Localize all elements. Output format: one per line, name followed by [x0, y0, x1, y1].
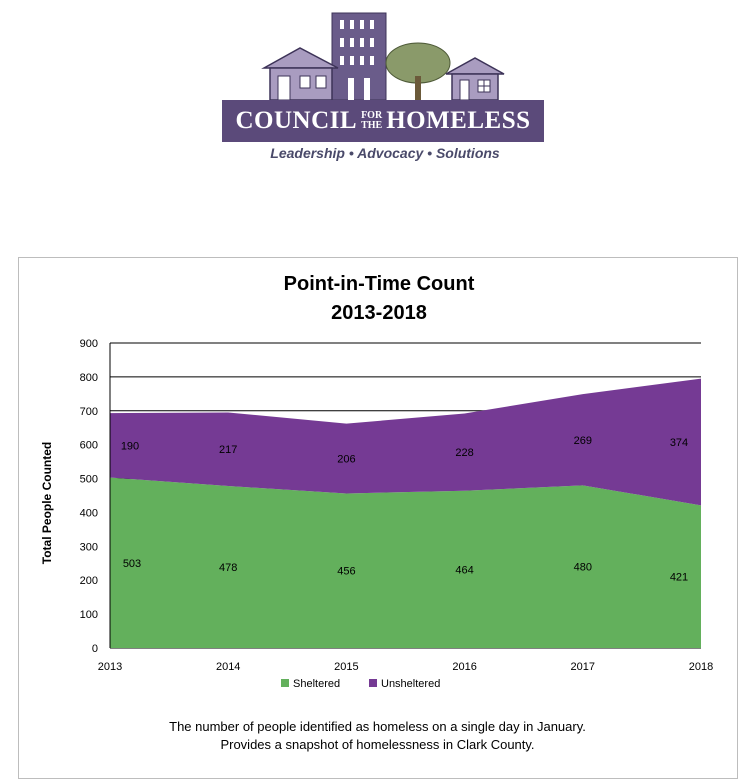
y-tick-label: 400 — [80, 507, 98, 519]
area-unsheltered — [110, 378, 701, 506]
x-tick-label: 2016 — [452, 661, 476, 673]
y-tick-label: 800 — [80, 372, 98, 384]
sheltered-data-label: 464 — [455, 564, 473, 576]
caption-line-1: The number of people identified as homel… — [169, 719, 586, 734]
y-tick-label: 300 — [80, 541, 98, 553]
sheltered-data-label: 503 — [123, 558, 141, 570]
unsheltered-data-label: 374 — [670, 437, 688, 449]
sheltered-data-label: 456 — [337, 566, 355, 578]
logo-tagline: Leadership • Advocacy • Solutions — [270, 145, 500, 161]
chart-title: Point-in-Time Count — [284, 273, 475, 295]
logo-name-banner: COUNCIL FOR THE HOMELESS — [222, 100, 544, 142]
logo-name-small: FOR THE — [361, 111, 382, 131]
legend-label-sheltered: Sheltered — [293, 678, 340, 690]
unsheltered-data-label: 228 — [455, 447, 473, 459]
y-tick-label: 500 — [80, 474, 98, 486]
sheltered-data-label: 480 — [574, 562, 592, 574]
unsheltered-data-label: 217 — [219, 444, 237, 456]
x-tick-label: 2018 — [689, 661, 713, 673]
y-tick-label: 100 — [80, 609, 98, 621]
unsheltered-data-label: 269 — [574, 435, 592, 447]
x-tick-label: 2014 — [216, 661, 240, 673]
legend-swatch-unsheltered — [369, 679, 377, 687]
chart-plot-area: 0 100 200 300 400 500 600 700 800 900 2013 2014 2015… — [80, 338, 714, 690]
caption-line-2: Provides a snapshot of homelessness in C… — [220, 737, 535, 752]
chart-caption: The number of people identified as homel… — [0, 718, 755, 754]
logo-name-small-top: FOR — [361, 110, 383, 121]
unsheltered-data-label: 206 — [337, 454, 355, 466]
chart-subtitle: 2013-2018 — [331, 302, 427, 324]
y-tick-label: 900 — [80, 338, 98, 350]
sheltered-data-label: 478 — [219, 562, 237, 574]
logo-name-right: HOMELESS — [386, 107, 531, 134]
sheltered-data-label: 421 — [670, 572, 688, 584]
legend-label-unsheltered: Unsheltered — [381, 678, 440, 690]
legend-swatch-sheltered — [281, 679, 289, 687]
y-axis-label: Total People Counted — [40, 442, 54, 564]
y-tick-label: 0 — [92, 643, 98, 655]
y-tick-label: 700 — [80, 406, 98, 418]
y-tick-label: 600 — [80, 440, 98, 452]
point-in-time-chart: Point-in-Time Count 2013-2018 Total Peop… — [40, 273, 714, 690]
unsheltered-data-label: 190 — [121, 440, 139, 452]
council-for-the-homeless-logo: COUNCIL FOR THE HOMELESS Leadership • Ad… — [220, 8, 550, 161]
x-tick-label: 2015 — [334, 661, 358, 673]
logo-name-small-bottom: THE — [361, 120, 383, 131]
area-sheltered — [110, 477, 701, 648]
y-tick-label: 200 — [80, 575, 98, 587]
logo-buildings-graphic — [261, 12, 505, 101]
logo-name-left: COUNCIL — [235, 107, 358, 134]
chart-frame: Point-in-Time Count 2013-2018 Total Peop… — [18, 257, 738, 779]
x-tick-label: 2013 — [98, 661, 122, 673]
x-tick-label: 2017 — [571, 661, 595, 673]
